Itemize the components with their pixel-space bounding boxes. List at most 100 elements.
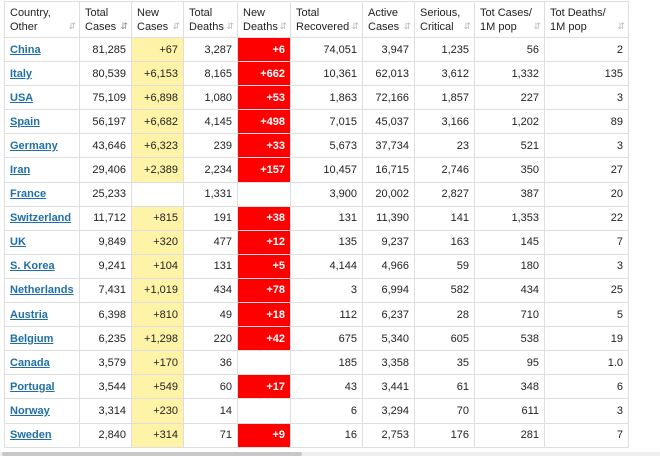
new-cases-header[interactable]: New Cases ⇵ [131, 1, 184, 38]
active-cases-cell: 6,994 [362, 277, 415, 304]
tot-cases-per-1m-header[interactable]: Tot Cases/ 1M pop ⇵ [474, 1, 545, 38]
total-cases-cell: 3,544 [79, 374, 132, 400]
total-deaths-cell: 1,080 [183, 85, 238, 111]
new-deaths-cell [237, 398, 291, 424]
total-recovered-cell: 7,015 [290, 109, 363, 135]
total-recovered-cell: 43 [290, 374, 363, 400]
sort-arrows-icon[interactable]: ⇵ [120, 21, 127, 31]
country-link[interactable]: Italy [10, 67, 33, 80]
country-link[interactable]: S. Korea [10, 260, 55, 273]
serious-critical-cell: 59 [414, 253, 475, 279]
total-recovered-cell: 10,457 [290, 157, 363, 183]
table-row: Netherlands 7,431 +1,019 434 +78 3 6,994 582 434… [4, 277, 629, 304]
active-cases-cell: 20,002 [362, 181, 415, 207]
tot-deaths-per-1m-header[interactable]: Tot Deaths/ 1M pop ⇵ [544, 1, 629, 38]
total-recovered-cell: 10,361 [290, 61, 363, 87]
new-deaths-cell: +33 [237, 133, 291, 159]
total-cases-cell: 9,241 [79, 253, 132, 279]
tot-deaths-per-1m-cell: 7 [544, 422, 629, 448]
serious-critical-cell: 70 [414, 398, 475, 424]
total-cases-cell: 7,431 [79, 277, 132, 304]
table-row: USA 75,109 +6,898 1,080 +53 1,863 72,166 1,857 2… [4, 85, 629, 111]
tot-cases-per-1m-cell: 1,353 [474, 205, 545, 231]
country-link[interactable]: Sweden [10, 429, 52, 442]
country-cell: Austria [4, 302, 80, 328]
country-cell: Italy [4, 61, 80, 87]
country-link[interactable]: Spain [10, 115, 40, 128]
total-recovered-cell: 4,144 [290, 253, 363, 279]
sort-arrows-icon[interactable]: ⇵ [351, 21, 358, 31]
country-link[interactable]: USA [10, 91, 34, 104]
table-row: Italy 80,539 +6,153 8,165 +662 10,361 62,013 3,… [4, 61, 629, 87]
country-link[interactable]: UK [10, 236, 26, 249]
active-cases-cell: 3,358 [362, 350, 415, 376]
new-deaths-cell: +157 [237, 157, 291, 183]
header-label: New Deaths [243, 7, 278, 33]
country-link[interactable]: Austria [10, 308, 48, 321]
table-row: Sweden 2,840 +314 71 +9 16 2,753 176 281 7 [4, 422, 629, 448]
table-row: Belgium 6,235 +1,298 220 +42 675 5,340 605 538 19 [4, 326, 629, 352]
new-cases-cell: +170 [131, 350, 184, 376]
serious-critical-cell: 28 [414, 302, 475, 328]
sort-arrows-icon[interactable]: ⇵ [617, 21, 624, 31]
total-recovered-header[interactable]: Total Recovered ⇵ [290, 1, 363, 38]
total-deaths-cell: 8,165 [183, 61, 238, 87]
country-link[interactable]: Norway [10, 404, 50, 417]
tot-deaths-per-1m-cell: 6 [544, 374, 629, 400]
new-deaths-cell: +17 [237, 374, 291, 400]
country-cell: Sweden [4, 422, 80, 448]
total-deaths-cell: 3,287 [183, 36, 238, 63]
active-cases-header[interactable]: Active Cases ⇵ [362, 1, 415, 38]
new-cases-cell: +104 [131, 253, 184, 279]
country-link[interactable]: France [10, 188, 47, 201]
new-deaths-cell [237, 181, 291, 207]
new-cases-cell: +6,898 [131, 85, 184, 111]
country-link[interactable]: Canada [10, 356, 50, 369]
country-link[interactable]: Belgium [10, 332, 54, 345]
scrollbar-thumb[interactable] [2, 452, 302, 456]
country-link[interactable]: Portugal [10, 380, 55, 393]
new-deaths-cell: +9 [237, 422, 291, 448]
tot-cases-per-1m-cell: 521 [474, 133, 545, 159]
total-cases-header[interactable]: Total Cases ⇵ [79, 1, 132, 38]
table-row: Switzerland 11,712 +815 191 +38 131 11,390 141 1… [4, 205, 629, 231]
country-link[interactable]: Netherlands [10, 284, 74, 297]
country-link[interactable]: China [10, 43, 41, 56]
country-link[interactable]: Germany [10, 139, 58, 152]
country-link[interactable]: Iran [10, 164, 31, 177]
tot-cases-per-1m-cell: 348 [474, 374, 545, 400]
sort-arrows-icon[interactable]: ⇵ [68, 21, 75, 31]
sort-arrows-icon[interactable]: ⇵ [403, 21, 410, 31]
tot-cases-per-1m-cell: 350 [474, 157, 545, 183]
sort-arrows-icon[interactable]: ⇵ [279, 21, 286, 31]
country-cell: Spain [4, 109, 80, 135]
country-link[interactable]: Switzerland [10, 212, 72, 225]
horizontal-scrollbar[interactable] [0, 452, 660, 456]
tot-deaths-per-1m-cell: 5 [544, 302, 629, 328]
total-recovered-cell: 1,863 [290, 85, 363, 111]
sort-arrows-icon[interactable]: ⇵ [463, 21, 470, 31]
total-cases-cell: 11,712 [79, 205, 132, 231]
serious-critical-cell: 1,235 [414, 36, 475, 63]
new-cases-cell: +1,298 [131, 326, 184, 352]
header-label: Country, Other [10, 7, 51, 33]
total-cases-cell: 9,849 [79, 229, 132, 255]
total-deaths-cell: 477 [183, 229, 238, 255]
country-cell: Belgium [4, 326, 80, 352]
tot-deaths-per-1m-cell: 7 [544, 229, 629, 255]
new-deaths-cell [237, 350, 291, 376]
serious-critical-header[interactable]: Serious, Critical ⇵ [414, 1, 475, 38]
sort-arrows-icon[interactable]: ⇵ [533, 21, 540, 31]
sort-arrows-icon[interactable]: ⇵ [172, 21, 179, 31]
total-cases-cell: 3,314 [79, 398, 132, 424]
tot-deaths-per-1m-cell: 3 [544, 85, 629, 111]
total-deaths-header[interactable]: Total Deaths ⇵ [183, 1, 238, 38]
sort-arrows-icon[interactable]: ⇵ [226, 21, 233, 31]
new-cases-cell: +230 [131, 398, 184, 424]
table-row: France 25,233 1,331 3,900 20,002 2,827 387 20 [4, 181, 629, 207]
country-header[interactable]: Country, Other ⇵ [4, 1, 80, 38]
country-cell: Portugal [4, 374, 80, 400]
country-cell: Canada [4, 350, 80, 376]
total-recovered-cell: 185 [290, 350, 363, 376]
new-deaths-header[interactable]: New Deaths ⇵ [237, 1, 291, 38]
